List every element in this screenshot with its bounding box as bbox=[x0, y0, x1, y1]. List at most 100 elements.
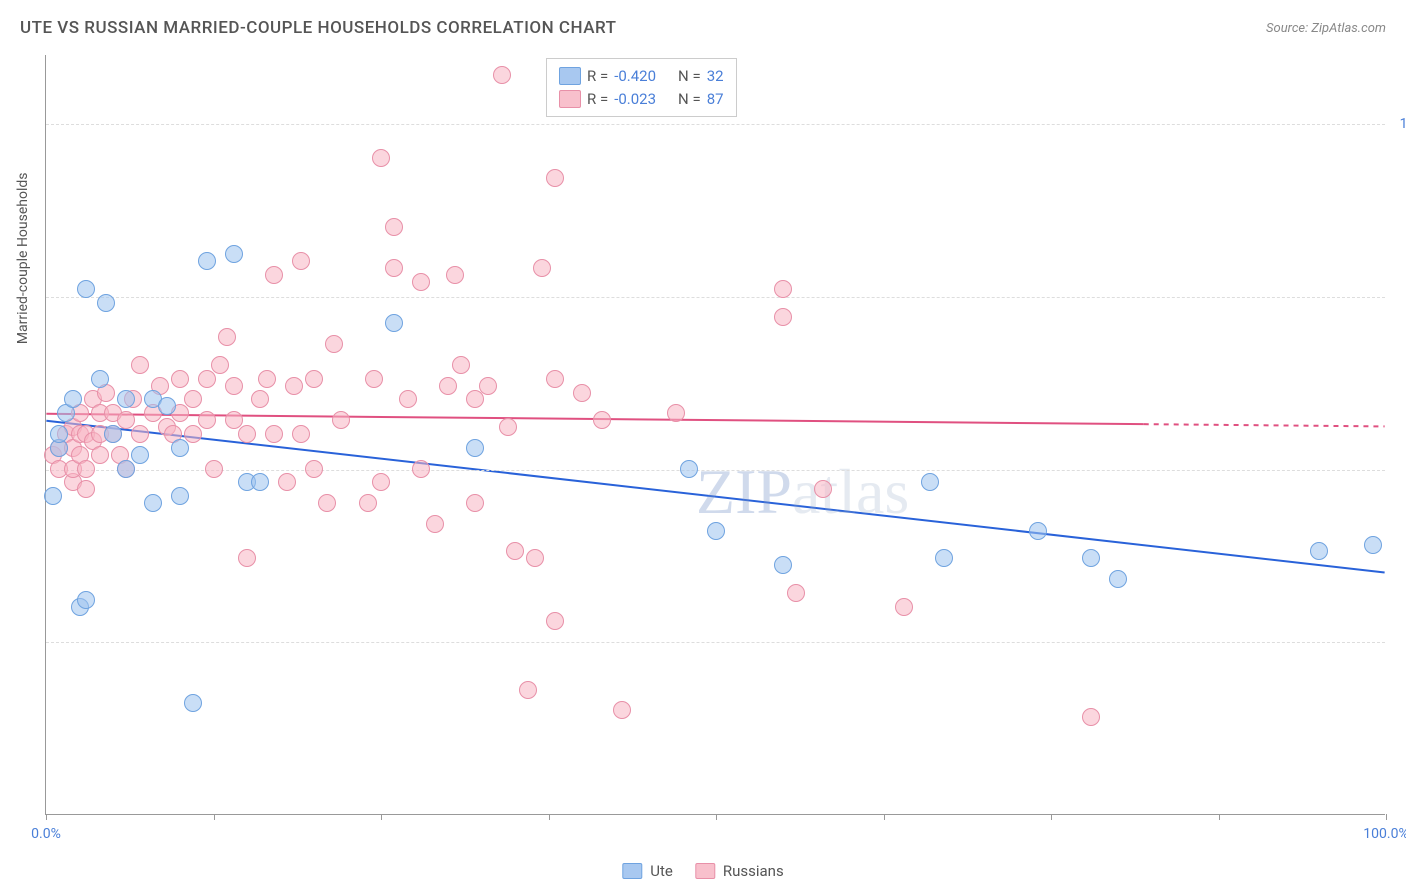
data-point bbox=[546, 370, 564, 388]
data-point bbox=[466, 390, 484, 408]
data-point bbox=[117, 460, 135, 478]
data-point bbox=[385, 314, 403, 332]
y-tick-label: 75.0% bbox=[1390, 289, 1406, 305]
source-label: Source: ZipAtlas.com bbox=[1266, 21, 1386, 36]
data-point bbox=[218, 328, 236, 346]
data-point bbox=[184, 425, 202, 443]
data-point bbox=[426, 515, 444, 533]
data-point bbox=[506, 542, 524, 560]
data-point bbox=[546, 169, 564, 187]
data-point bbox=[787, 584, 805, 602]
data-point bbox=[131, 356, 149, 374]
x-tick bbox=[1386, 814, 1387, 820]
data-point bbox=[117, 390, 135, 408]
data-point bbox=[1082, 549, 1100, 567]
r-value-russians: -0.023 bbox=[614, 88, 656, 111]
data-point bbox=[225, 245, 243, 263]
r-label: R = bbox=[587, 65, 608, 88]
x-tick bbox=[1051, 814, 1052, 820]
data-point bbox=[171, 439, 189, 457]
legend-swatch-icon bbox=[622, 863, 642, 879]
data-point bbox=[265, 266, 283, 284]
legend-row-russians: R = -0.023 N = 87 bbox=[559, 88, 724, 111]
data-point bbox=[305, 370, 323, 388]
legend-item-ute: Ute bbox=[622, 862, 673, 880]
x-tick-label: 100.0% bbox=[1363, 826, 1406, 842]
data-point bbox=[292, 425, 310, 443]
data-point bbox=[292, 252, 310, 270]
data-point bbox=[77, 460, 95, 478]
x-tick bbox=[549, 814, 550, 820]
data-point bbox=[452, 356, 470, 374]
legend-label-ute: Ute bbox=[650, 862, 673, 880]
x-tick bbox=[1219, 814, 1220, 820]
data-point bbox=[921, 473, 939, 491]
x-tick bbox=[46, 814, 47, 820]
data-point bbox=[385, 218, 403, 236]
gridline bbox=[46, 297, 1385, 298]
data-point bbox=[184, 390, 202, 408]
x-tick bbox=[381, 814, 382, 820]
data-point bbox=[131, 425, 149, 443]
correlation-legend: R = -0.420 N = 32 R = -0.023 N = 87 bbox=[546, 58, 737, 117]
data-point bbox=[50, 425, 68, 443]
legend-label-russians: Russians bbox=[723, 862, 784, 880]
data-point bbox=[144, 494, 162, 512]
data-point bbox=[91, 370, 109, 388]
data-point bbox=[680, 460, 698, 478]
data-point bbox=[238, 425, 256, 443]
data-point bbox=[225, 377, 243, 395]
data-point bbox=[546, 612, 564, 630]
data-point bbox=[171, 487, 189, 505]
data-point bbox=[526, 549, 544, 567]
data-point bbox=[446, 266, 464, 284]
y-axis-label: Married-couple Households bbox=[15, 172, 31, 344]
data-point bbox=[1310, 542, 1328, 560]
gridline bbox=[46, 124, 1385, 125]
data-point bbox=[171, 370, 189, 388]
data-point bbox=[332, 411, 350, 429]
data-point bbox=[64, 390, 82, 408]
data-point bbox=[412, 273, 430, 291]
data-point bbox=[399, 390, 417, 408]
data-point bbox=[814, 480, 832, 498]
data-point bbox=[77, 591, 95, 609]
data-point bbox=[184, 694, 202, 712]
data-point bbox=[325, 335, 343, 353]
x-tick bbox=[716, 814, 717, 820]
data-point bbox=[131, 446, 149, 464]
data-point bbox=[265, 425, 283, 443]
n-value-ute: 32 bbox=[707, 65, 724, 88]
n-value-russians: 87 bbox=[707, 88, 724, 111]
data-point bbox=[44, 487, 62, 505]
y-tick-label: 25.0% bbox=[1390, 634, 1406, 650]
data-point bbox=[613, 701, 631, 719]
legend-swatch-icon bbox=[695, 863, 715, 879]
data-point bbox=[198, 411, 216, 429]
watermark: ZIPatlas bbox=[696, 455, 909, 529]
data-point bbox=[593, 411, 611, 429]
gridline bbox=[46, 470, 1385, 471]
data-point bbox=[285, 377, 303, 395]
n-label: N = bbox=[678, 65, 701, 88]
data-point bbox=[519, 681, 537, 699]
data-point bbox=[479, 377, 497, 395]
n-label: N = bbox=[678, 88, 701, 111]
data-point bbox=[372, 473, 390, 491]
data-point bbox=[305, 460, 323, 478]
data-point bbox=[278, 473, 296, 491]
data-point bbox=[238, 549, 256, 567]
x-tick bbox=[214, 814, 215, 820]
data-point bbox=[251, 390, 269, 408]
data-point bbox=[499, 418, 517, 436]
data-point bbox=[372, 149, 390, 167]
chart-header: UTE VS RUSSIAN MARRIED-COUPLE HOUSEHOLDS… bbox=[20, 18, 1386, 38]
x-tick-label: 0.0% bbox=[31, 826, 61, 842]
data-point bbox=[198, 252, 216, 270]
data-point bbox=[935, 549, 953, 567]
data-point bbox=[205, 460, 223, 478]
data-point bbox=[1029, 522, 1047, 540]
y-tick-label: 50.0% bbox=[1390, 462, 1406, 478]
r-label: R = bbox=[587, 88, 608, 111]
data-point bbox=[774, 308, 792, 326]
